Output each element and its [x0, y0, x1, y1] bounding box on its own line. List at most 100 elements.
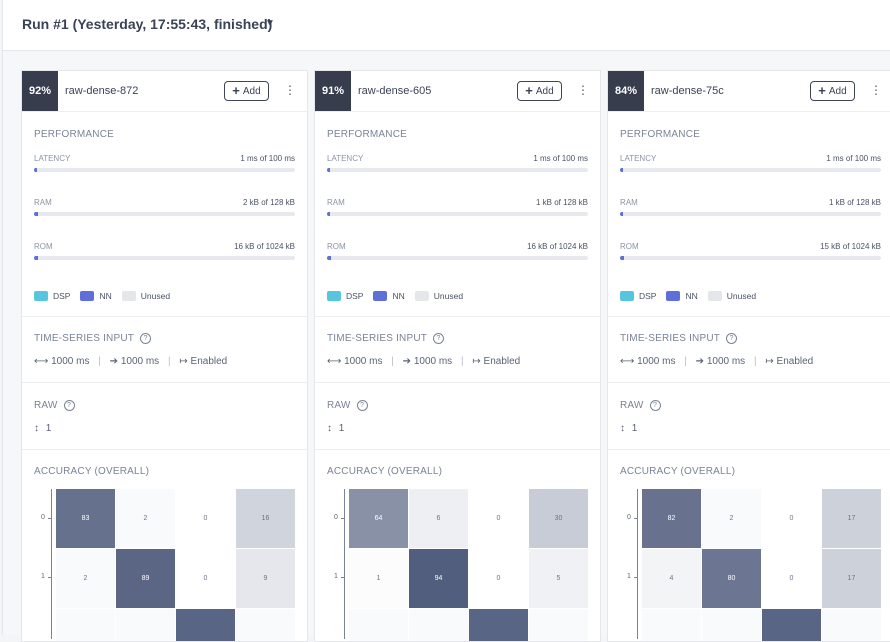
matrix-cell [236, 609, 295, 641]
add-button[interactable]: + Add [224, 81, 269, 101]
confusion-matrix: 0 83 2 0 16 1 2 89 0 9 [22, 489, 307, 641]
latency-bar [620, 168, 881, 172]
add-button-label: Add [242, 85, 261, 97]
matrix-cell [469, 609, 528, 641]
matrix-cell [409, 609, 468, 641]
matrix-cell [176, 609, 235, 641]
raw-title: RAW? [620, 400, 661, 411]
model-card: 92% raw-dense-872 + Add ⋮ PERFORMANCE LA… [21, 70, 308, 642]
legend-dsp: DSP [620, 291, 656, 301]
matrix-cell [529, 609, 588, 641]
matrix-cell [702, 609, 761, 641]
chevron-down-icon[interactable]: ▼ [265, 18, 275, 29]
axes-icon: ↕ [34, 423, 39, 434]
window-stride-value: 1000 ms [413, 356, 453, 367]
more-options-icon[interactable]: ⋮ [284, 83, 296, 97]
help-icon[interactable]: ? [649, 400, 661, 411]
ram-bar-fill [327, 212, 330, 216]
unused-swatch [414, 291, 429, 301]
rom-value: 16 kB of 1024 kB [234, 242, 295, 251]
legend-dsp: DSP [327, 291, 363, 301]
matrix-cell: 6 [409, 489, 468, 548]
zero-pad-value: Enabled [776, 356, 814, 367]
window-size-value: 1000 ms [51, 356, 90, 367]
legend-nn: NN [373, 291, 405, 301]
card-header: 91% raw-dense-605 + Add ⋮ [315, 71, 600, 112]
latency-value: 1 ms of 100 ms [240, 154, 295, 163]
latency-bar [34, 168, 295, 172]
latency-label: LATENCY [620, 154, 657, 163]
ram-label: RAM [34, 198, 52, 207]
help-icon[interactable]: ? [356, 400, 368, 411]
latency-value: 1 ms of 100 ms [826, 154, 881, 163]
timeseries-title: TIME-SERIES INPUT? [327, 333, 445, 344]
matrix-row-label: 1 [334, 573, 338, 580]
matrix-cell: 89 [116, 549, 175, 608]
matrix-row-label: 1 [41, 573, 45, 580]
run-header: Run #1 (Yesterday, 17:55:43, finished) ▼ [3, 0, 890, 51]
timeseries-title: TIME-SERIES INPUT? [620, 333, 738, 344]
ram-bar-fill [620, 212, 623, 216]
accuracy-badge: 92% [22, 71, 58, 111]
matrix-y-axis [344, 489, 345, 639]
ram-value: 2 kB of 128 kB [242, 198, 295, 207]
matrix-cell [56, 609, 115, 641]
ram-bar-fill [34, 212, 39, 216]
accuracy-badge: 84% [608, 71, 644, 111]
help-icon[interactable]: ? [726, 333, 738, 344]
add-button-label: Add [535, 85, 554, 97]
help-icon[interactable]: ? [140, 333, 152, 344]
more-options-icon[interactable]: ⋮ [577, 83, 589, 97]
ram-value: 1 kB of 128 kB [828, 198, 881, 207]
matrix-cell: 0 [469, 549, 528, 608]
matrix-tick [634, 577, 638, 578]
plus-icon: + [818, 83, 826, 98]
matrix-tick [341, 518, 345, 519]
matrix-tick [48, 577, 52, 578]
model-name: raw-dense-605 [358, 85, 432, 97]
divider [22, 382, 307, 383]
divider [22, 316, 307, 317]
timeseries-title: TIME-SERIES INPUT? [34, 333, 152, 344]
nn-swatch [666, 291, 681, 301]
divider [608, 449, 890, 450]
matrix-cell: 2 [702, 489, 761, 548]
matrix-row-label: 0 [41, 514, 45, 521]
dsp-swatch [620, 291, 634, 301]
legend-nn: NN [666, 291, 698, 301]
add-button[interactable]: + Add [517, 81, 562, 101]
matrix-cell: 0 [762, 489, 821, 548]
model-card: 91% raw-dense-605 + Add ⋮ PERFORMANCE LA… [314, 70, 601, 642]
matrix-cell [642, 609, 701, 641]
matrix-cell: 2 [116, 489, 175, 548]
divider [315, 449, 600, 450]
matrix-cell [349, 609, 408, 641]
axes-icon: ↕ [327, 423, 332, 434]
latency-label: LATENCY [34, 154, 71, 163]
divider [315, 382, 600, 383]
add-button[interactable]: + Add [810, 81, 855, 101]
rom-bar [620, 256, 881, 260]
help-icon[interactable]: ? [63, 400, 75, 411]
window-size-icon: ⟷ [327, 356, 342, 367]
more-options-icon[interactable]: ⋮ [870, 83, 882, 97]
accuracy-title: ACCURACY (OVERALL) [327, 466, 443, 477]
matrix-cell: 80 [702, 549, 761, 608]
rom-label: ROM [327, 242, 346, 251]
window-stride-icon: ➔ [695, 356, 705, 367]
ram-bar [327, 212, 588, 216]
rom-label: ROM [620, 242, 639, 251]
accuracy-title: ACCURACY (OVERALL) [34, 466, 150, 477]
help-icon[interactable]: ? [433, 333, 445, 344]
matrix-cell [822, 609, 881, 641]
divider [608, 382, 890, 383]
model-name: raw-dense-75c [651, 85, 724, 97]
run-selector-title[interactable]: Run #1 (Yesterday, 17:55:43, finished) [22, 16, 273, 32]
matrix-row-label: 0 [334, 514, 338, 521]
accuracy-badge: 91% [315, 71, 351, 111]
raw-axes: ↕ 1 [34, 423, 51, 434]
matrix-cell: 0 [176, 489, 235, 548]
matrix-cell: 0 [176, 549, 235, 608]
ram-value: 1 kB of 128 kB [535, 198, 588, 207]
